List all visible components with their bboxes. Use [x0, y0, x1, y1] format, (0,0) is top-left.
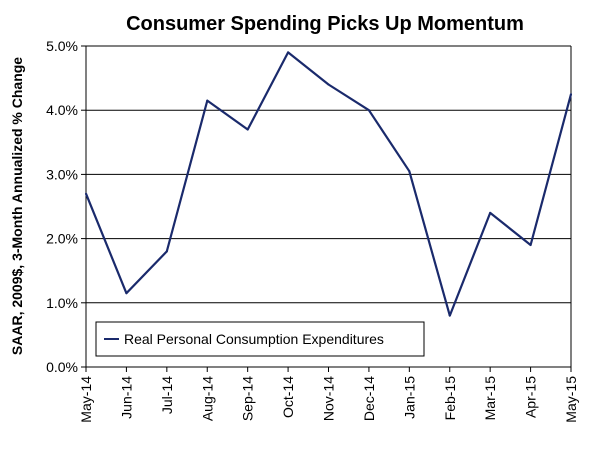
- data-point: [489, 211, 492, 214]
- axes: [85, 46, 572, 372]
- series-lines: [84, 51, 573, 317]
- y-tick-label: 3.0%: [46, 166, 78, 182]
- y-tick-label: 5.0%: [46, 38, 78, 54]
- y-axis-label: SAAR, 2009$, 3-Month Annualized % Change: [9, 57, 25, 355]
- data-point: [165, 250, 168, 253]
- x-tick-label: May-14: [78, 376, 94, 423]
- data-point: [125, 292, 128, 295]
- x-tick-label: Nov-14: [321, 376, 337, 421]
- data-point: [408, 170, 411, 173]
- x-tick-label: May-15: [563, 376, 579, 423]
- legend-label: Real Personal Consumption Expenditures: [124, 331, 384, 347]
- data-point: [287, 51, 290, 54]
- y-tick-label: 2.0%: [46, 231, 78, 247]
- x-tick-label: Apr-15: [523, 376, 539, 418]
- x-tick-label: Aug-14: [199, 376, 215, 421]
- y-tick-label: 0.0%: [46, 359, 78, 375]
- data-point: [246, 128, 249, 131]
- data-point: [367, 109, 370, 112]
- data-point: [529, 244, 532, 247]
- x-tick-label: Jul-14: [159, 376, 175, 414]
- legend-box: [95, 321, 425, 357]
- legend: Real Personal Consumption Expenditures: [95, 321, 425, 357]
- data-point: [448, 314, 451, 317]
- x-tick-label: Oct-14: [280, 376, 296, 418]
- x-tick-label: Jun-14: [118, 376, 134, 419]
- x-tick-label: Feb-15: [442, 376, 458, 421]
- chart-title: Consumer Spending Picks Up Momentum: [126, 13, 524, 35]
- data-point: [206, 99, 209, 102]
- series-line: [84, 51, 573, 317]
- x-tick-label: Dec-14: [361, 376, 377, 421]
- y-tick-label: 4.0%: [46, 102, 78, 118]
- data-point: [85, 192, 87, 195]
- data-point: [570, 93, 572, 96]
- data-point: [327, 83, 330, 86]
- x-tick-labels: May-14 Jun-14 Jul-14 Aug-14 Sep-14 Oct-14 Nov-…: [78, 376, 579, 423]
- y-tick-label: 1.0%: [46, 295, 78, 311]
- x-tick-label: Sep-14: [240, 376, 256, 421]
- x-tick-label: Jan-15: [401, 376, 417, 419]
- gridlines: [81, 45, 571, 368]
- y-tick-labels: 0.0% 1.0% 2.0% 3.0% 4.0% 5.0%: [46, 38, 78, 375]
- x-tick-label: Mar-15: [482, 376, 498, 421]
